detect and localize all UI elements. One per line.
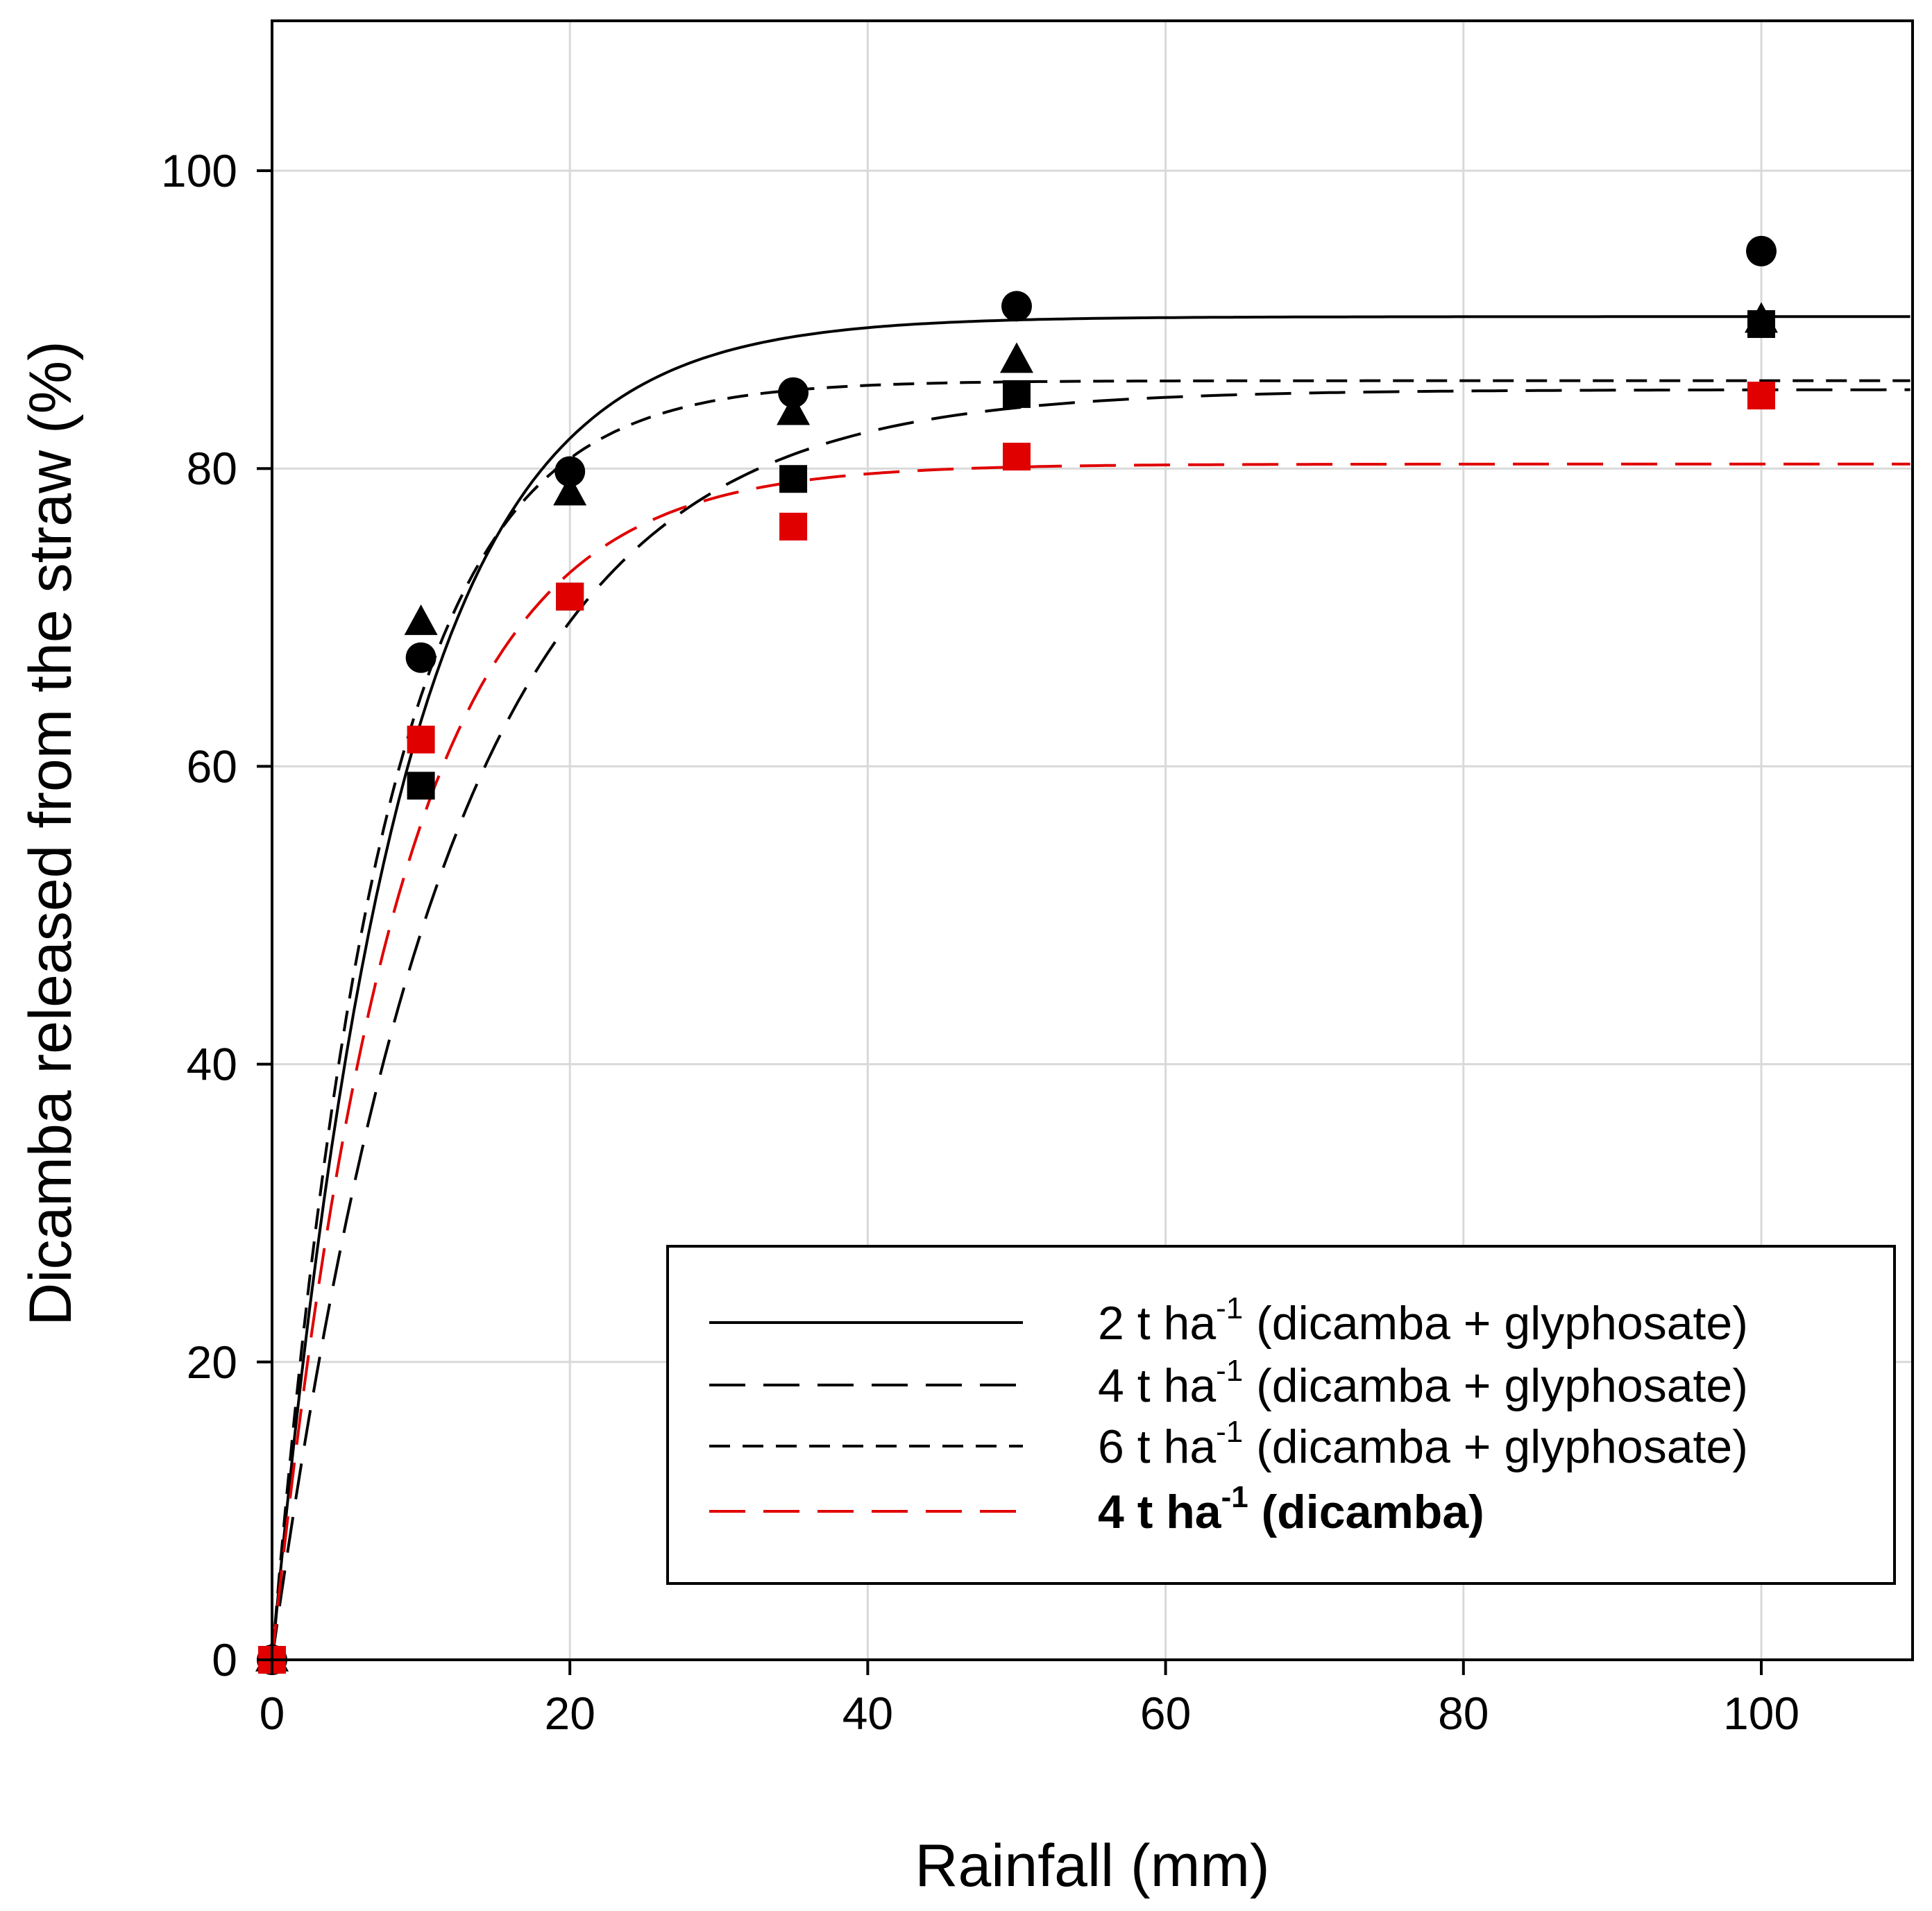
x-tick-label-0: 0 [260, 1688, 285, 1739]
legend-label-superscript: -1 [1216, 1415, 1243, 1449]
y-tick-label-60: 60 [187, 740, 237, 792]
data-point-s2-3 [779, 465, 808, 493]
y-tick-label-100: 100 [161, 145, 237, 196]
x-tick-label-60: 60 [1140, 1688, 1191, 1739]
legend-label-superscript: -1 [1221, 1480, 1248, 1514]
x-tick-label-80: 80 [1438, 1688, 1489, 1739]
legend-label-suffix: (dicamba + glyphosate) [1243, 1420, 1748, 1473]
legend-label-suffix: (dicamba + glyphosate) [1243, 1359, 1748, 1412]
legend-label-series-3: 6 t ha-1 (dicamba + glyphosate) [1098, 1415, 1748, 1473]
legend-label-prefix: 2 t ha [1098, 1297, 1216, 1350]
legend-label-series-4: 4 t ha-1 (dicamba) [1098, 1480, 1484, 1538]
plot-frame [271, 19, 1914, 1661]
x-axis-title: Rainfall (mm) [915, 1833, 1269, 1899]
data-point-s4-3 [779, 512, 808, 541]
data-point-s3-1 [404, 604, 438, 636]
fit-curves [271, 315, 1910, 1661]
legend-label-suffix: (dicamba) [1248, 1486, 1484, 1538]
data-point-s4-4 [1003, 443, 1031, 471]
y-tick-label-80: 80 [187, 443, 237, 494]
data-point-s1-3 [778, 377, 809, 408]
tick-labels: 0 20 40 60 80 100 0 20 40 60 80 100 [161, 145, 1799, 1739]
legend-label-prefix: 4 t ha [1098, 1359, 1216, 1412]
legend-label-series-1: 2 t ha-1 (dicamba + glyphosate) [1098, 1291, 1748, 1350]
x-tick-label-100: 100 [1723, 1688, 1799, 1739]
fit-curve-series-2 [271, 388, 1910, 1661]
legend-box [666, 1245, 1896, 1585]
data-point-s2-4 [1003, 380, 1031, 408]
y-tick-label-0: 0 [212, 1634, 237, 1685]
data-point-s4-5 [1747, 382, 1775, 410]
fit-curve-series-4 [271, 462, 1910, 1661]
data-point-s4-1 [407, 725, 435, 754]
legend-label-prefix: 6 t ha [1098, 1420, 1216, 1473]
legend-label-superscript: -1 [1216, 1291, 1243, 1325]
legend: 2 t ha-1 (dicamba + glyphosate)4 t ha-1 … [666, 1245, 1896, 1585]
fit-curve-series-1 [271, 315, 1910, 1661]
data-point-s1-2 [554, 456, 586, 487]
data-point-s4-2 [556, 582, 584, 611]
y-tick-label-40: 40 [187, 1039, 237, 1090]
y-tick-label-20: 20 [187, 1336, 237, 1388]
data-point-s1-4 [1001, 291, 1032, 322]
data-point-s1-5 [1746, 235, 1777, 266]
legend-label-prefix: 4 t ha [1098, 1486, 1222, 1538]
data-point-s3-2 [553, 475, 587, 506]
data-markers [255, 235, 1778, 1675]
x-tick-label-20: 20 [544, 1688, 595, 1739]
y-axis-title: Dicamba released from the straw (%) [17, 341, 84, 1325]
data-point-s3-4 [1000, 342, 1033, 373]
data-point-s2-5 [1747, 310, 1775, 339]
data-point-s2-1 [407, 772, 435, 800]
legend-label-suffix: (dicamba + glyphosate) [1243, 1297, 1748, 1350]
data-point-s3-3 [777, 394, 811, 425]
legend-label-series-2: 4 t ha-1 (dicamba + glyphosate) [1098, 1354, 1748, 1412]
axis-ticks [257, 169, 1763, 1675]
fit-curve-series-3 [271, 379, 1910, 1661]
x-tick-label-40: 40 [842, 1688, 893, 1739]
legend-label-superscript: -1 [1216, 1354, 1243, 1388]
data-point-s1-1 [405, 642, 437, 673]
